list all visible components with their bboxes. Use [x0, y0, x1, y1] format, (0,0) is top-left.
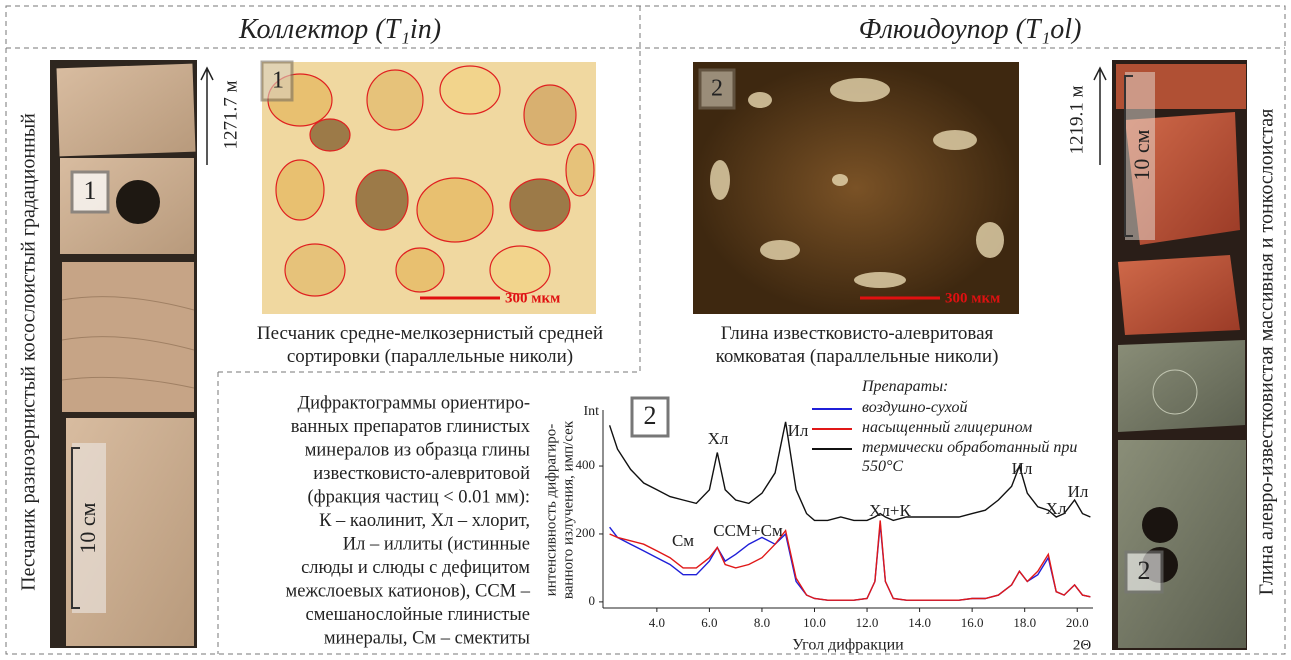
- x-tick-label: 12.0: [856, 615, 879, 630]
- y-tick-label: 400: [576, 457, 596, 472]
- description-line: смешанослойные глинистые: [306, 605, 530, 625]
- figure-graphics: Коллектор (T₁in) Флюидоупор (T₁ol) 1 10 …: [0, 0, 1291, 660]
- legend-label: насыщенный глицерином: [862, 418, 1092, 437]
- core-title: Глина алевро-известковистая массивная и …: [1256, 109, 1278, 596]
- x-tick-label: 16.0: [961, 615, 984, 630]
- legend-label: воздушно-сухой: [862, 398, 1092, 417]
- description-line: К – каолинит, Хл – хлорит,: [319, 511, 530, 531]
- depth-label: 1219.1 м: [1066, 85, 1087, 154]
- y-tick-label: 200: [576, 525, 596, 540]
- legend-label: термически обработанный при 550°C: [862, 438, 1092, 476]
- x-unit: 2Θ: [1073, 637, 1092, 653]
- depth-arrow: [201, 68, 213, 165]
- scale-label: 300 мкм: [505, 290, 560, 306]
- x-tick-label: 14.0: [908, 615, 931, 630]
- core-marker: 1: [84, 176, 97, 205]
- figure: Коллектор (T₁in) Флюидоупор (T₁ol) 1 10 …: [0, 0, 1291, 660]
- x-tick-label: 4.0: [649, 615, 665, 630]
- header-right: Флюидоупор (T₁ol): [859, 14, 1082, 45]
- core-title: Песчаник разнозернистый косослоистый гра…: [18, 113, 40, 591]
- section-marker: 1: [272, 68, 284, 94]
- x-tick-label: 6.0: [701, 615, 717, 630]
- x-tick-label: 8.0: [754, 615, 770, 630]
- y-label: интенсивность дифрагиро-: [543, 424, 559, 596]
- x-tick-label: 18.0: [1013, 615, 1036, 630]
- description-line: минералы, См – смектиты: [324, 628, 530, 648]
- peak-label: Хл: [1046, 499, 1067, 518]
- left-core-photo: [50, 60, 197, 648]
- description-line: (фракция частиц < 0.01 мм):: [307, 487, 530, 507]
- core-marker: 2: [1138, 556, 1151, 585]
- x-label: Угол дифракции: [792, 637, 904, 654]
- description-line: минералов из образца глины: [305, 440, 530, 460]
- description-line: межслоевых катионов), ССМ –: [285, 581, 530, 601]
- caption-line: Песчаник средне-мелкозернистый средней: [257, 323, 603, 344]
- description-line: Дифрактограммы ориентиро-: [298, 393, 530, 413]
- peak-label: ССМ+См: [713, 521, 783, 540]
- scale-label: 10 см: [1129, 129, 1154, 180]
- description-line: слюды и слюды с дефицитом: [301, 558, 530, 578]
- y-label: ванного излучения, имп/сек: [560, 420, 576, 599]
- description-line: Ил – иллиты (истинные: [343, 534, 530, 554]
- peak-label: Хл+К: [869, 501, 911, 520]
- x-tick-label: 10.0: [803, 615, 826, 630]
- peak-label: См: [672, 531, 694, 550]
- y-tick-label: 0: [589, 593, 596, 608]
- frame: [6, 6, 1285, 654]
- peak-label: Ил: [1068, 482, 1089, 501]
- description-line: ванных препаратов глинистых: [291, 417, 531, 437]
- scale-label: 10 см: [75, 502, 100, 553]
- x-tick-label: 20.0: [1066, 615, 1089, 630]
- caption-line: Глина известковисто-алевритовая: [721, 323, 994, 344]
- caption-line: комковатая (параллельные николи): [716, 346, 999, 367]
- header-left: Коллектор (T₁in): [238, 14, 441, 45]
- thin-section-1: [262, 62, 596, 314]
- section-marker: 2: [711, 76, 723, 102]
- scale-label: 300 мкм: [945, 290, 1000, 306]
- depth-label: 1271.7 м: [220, 80, 241, 149]
- description-line: известковисто-алевритовой: [313, 464, 530, 484]
- thin-section-2: [693, 62, 1019, 314]
- legend-title: Препараты:: [862, 377, 1092, 396]
- peak-label: Ил: [788, 421, 809, 440]
- depth-arrow: [1094, 68, 1106, 165]
- caption-line: сортировки (параллельные николи): [287, 346, 573, 367]
- peak-label: Хл: [708, 429, 729, 448]
- y-axis-title: Int: [583, 404, 599, 419]
- chart-marker: 2: [644, 401, 657, 430]
